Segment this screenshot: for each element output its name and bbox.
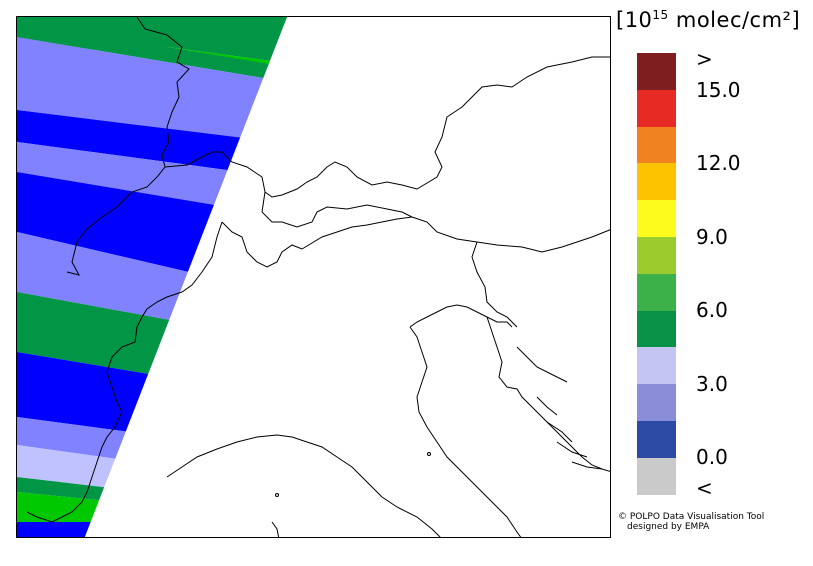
credit-line: © POLPO Data Visualisation Tool: [618, 512, 765, 522]
legend-tick: <: [696, 476, 713, 500]
column-density-map: [17, 17, 610, 537]
coastline: [166, 434, 441, 537]
legend-color-box: [637, 384, 676, 421]
border-line: [471, 241, 518, 328]
coastline: [546, 421, 573, 443]
legend-color-box: [637, 457, 676, 495]
swath-band: [17, 522, 287, 537]
legend-color-box: [637, 310, 676, 348]
legend-color-box: [637, 236, 676, 274]
legend-color-box: [637, 126, 676, 164]
credit-line: designed by EMPA: [627, 522, 710, 532]
legend-color-box: [637, 89, 676, 127]
unit-label: [1015 molec/cm²]: [616, 8, 801, 32]
legend-tick: 3.0: [696, 372, 728, 396]
coastline: [556, 441, 588, 458]
map-panel: [16, 16, 611, 538]
legend-tick: >: [696, 47, 713, 71]
legend-tick: 6.0: [696, 298, 728, 322]
island: [427, 452, 431, 456]
coastline: [409, 326, 522, 537]
swath-band: [17, 37, 287, 147]
satellite-swath: [17, 17, 287, 537]
border-line: [26, 221, 223, 523]
coastline: [486, 316, 610, 472]
legend-color-box: [637, 200, 676, 237]
island: [275, 493, 279, 497]
coastlines-and-borders: [26, 17, 610, 537]
border-line: [261, 191, 610, 253]
coastline: [536, 396, 558, 416]
legend-tick: 0.0: [696, 445, 728, 469]
legend-color-box: [637, 347, 676, 385]
border-line: [164, 56, 610, 198]
color-legend: [637, 53, 676, 495]
coastline: [409, 304, 513, 328]
legend-color-box: [637, 163, 676, 201]
legend-tick: 12.0: [696, 151, 741, 175]
swath-band: [17, 17, 287, 67]
credit-text: © POLPO Data Visualisation Tool designed…: [618, 512, 764, 532]
border-line: [221, 216, 413, 268]
legend-color-box: [637, 273, 676, 311]
swath-band: [17, 22, 287, 87]
legend-color-box: [637, 53, 676, 90]
coastline: [571, 461, 603, 470]
legend-color-box: [637, 420, 676, 458]
coastline: [271, 521, 280, 537]
legend-tick: 15.0: [696, 78, 741, 102]
border-line: [66, 17, 190, 276]
coastline: [516, 346, 568, 383]
legend-tick: 9.0: [696, 225, 728, 249]
